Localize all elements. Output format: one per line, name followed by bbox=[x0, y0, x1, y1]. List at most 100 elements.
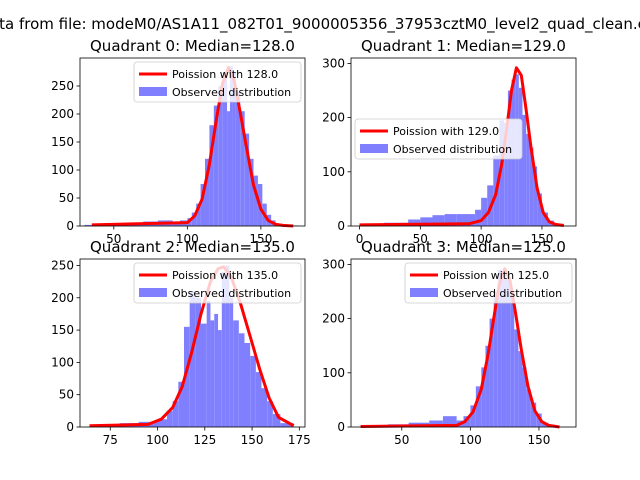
legend-label-observed: Observed distribution bbox=[172, 287, 291, 300]
histogram-bar bbox=[506, 277, 511, 427]
histogram-bar bbox=[240, 111, 245, 226]
poisson-line bbox=[359, 66, 564, 227]
histogram-bar bbox=[221, 271, 226, 427]
legend-bar-swatch bbox=[410, 288, 438, 297]
histogram-bar bbox=[522, 367, 527, 427]
histogram-bar bbox=[501, 272, 507, 427]
x-tick-label: 150 bbox=[241, 433, 264, 447]
histogram-bar bbox=[420, 217, 433, 226]
y-tick-label: 50 bbox=[59, 388, 74, 402]
y-tick-label: 200 bbox=[51, 291, 74, 305]
legend-bar-swatch bbox=[360, 144, 388, 153]
histogram-bar bbox=[195, 297, 202, 427]
histogram-bar bbox=[166, 410, 173, 427]
legend-label-poisson: Poission with 128.0 bbox=[172, 68, 278, 81]
subplot-title: Quadrant 2: Median=135.0 bbox=[90, 238, 295, 256]
histogram-bar bbox=[229, 297, 234, 427]
histogram-bar bbox=[244, 133, 250, 226]
figure-suptitle: Data from file: modeM0/AS1A11_082T01_900… bbox=[0, 15, 640, 34]
histogram-bar bbox=[238, 333, 245, 427]
legend-frame bbox=[404, 262, 573, 304]
histogram-bar bbox=[533, 166, 538, 226]
histogram-bar bbox=[244, 343, 251, 427]
x-tick-label: 100 bbox=[459, 433, 482, 447]
y-tick-label: 100 bbox=[51, 163, 74, 177]
subplot-1: 0 50 100 150 0 100 200 300 Quadrant 1: Median=12… bbox=[322, 37, 577, 246]
histogram-bar bbox=[172, 401, 179, 427]
histogram-bar bbox=[526, 133, 530, 226]
histogram-bar bbox=[444, 214, 457, 226]
legend-frame bbox=[133, 61, 302, 103]
histogram-bar bbox=[514, 329, 519, 427]
histogram-bar bbox=[261, 388, 268, 427]
y-tick-label: 100 bbox=[51, 355, 74, 369]
histogram-bar bbox=[493, 291, 498, 427]
histogram-bar bbox=[201, 323, 207, 427]
y-tick-label: 0 bbox=[66, 219, 74, 233]
legend: Poission with 128.0 Observed distribution bbox=[133, 61, 302, 103]
x-tick-label: 50 bbox=[394, 433, 409, 447]
x-tick-label: 0 bbox=[356, 232, 364, 246]
y-tick-label: 0 bbox=[66, 420, 74, 434]
histogram-bar bbox=[489, 318, 494, 427]
legend-label-observed: Observed distribution bbox=[393, 143, 512, 156]
histogram-bar bbox=[470, 405, 476, 427]
legend: Poission with 125.0 Observed distribution bbox=[404, 262, 573, 304]
histogram-bar bbox=[189, 291, 196, 427]
histogram-bar bbox=[222, 74, 228, 226]
x-tick-label: 75 bbox=[103, 433, 118, 447]
histogram-bar bbox=[205, 158, 210, 226]
histogram-bar bbox=[206, 301, 211, 427]
histogram-bar bbox=[218, 330, 222, 427]
histogram-bar bbox=[526, 389, 531, 427]
histogram-bar bbox=[408, 219, 421, 226]
y-tick-label: 200 bbox=[51, 107, 74, 121]
histogram-bar bbox=[280, 423, 294, 427]
x-tick-label: 100 bbox=[146, 433, 169, 447]
histogram-bar bbox=[475, 209, 482, 226]
histogram-bar bbox=[218, 86, 223, 226]
histogram-bar bbox=[200, 184, 205, 226]
axes-frame bbox=[350, 258, 577, 428]
x-tick-label: 100 bbox=[470, 232, 493, 246]
subplot-0: 50 100 150 0 50 100 150 200 250 Quadrant 0: Media… bbox=[51, 37, 306, 246]
subplot-title: Quadrant 3: Median=125.0 bbox=[361, 238, 566, 256]
histogram-bar bbox=[485, 345, 490, 427]
x-tick-label: 100 bbox=[176, 232, 199, 246]
x-tick-label: 150 bbox=[249, 232, 272, 246]
histogram-bar bbox=[522, 114, 527, 226]
histogram-bar bbox=[213, 105, 219, 226]
legend-label-poisson: Poission with 129.0 bbox=[393, 125, 499, 138]
histogram-bar bbox=[255, 372, 262, 427]
subplot-2: 75 100 125 150 175 0 50 100 150 200 250 Quadrant 2:… bbox=[51, 238, 311, 447]
legend-bar-swatch bbox=[139, 288, 167, 297]
subplot-3: 50 100 150 0 100 200 300 Quadrant 3: Median=125… bbox=[322, 238, 577, 447]
legend-label-observed: Observed distribution bbox=[172, 86, 291, 99]
histogram-bar bbox=[463, 416, 471, 427]
x-tick-label: 150 bbox=[528, 433, 551, 447]
y-tick-label: 200 bbox=[322, 312, 345, 326]
histogram-bar bbox=[210, 320, 215, 427]
histogram-bar bbox=[183, 326, 190, 427]
y-tick-label: 150 bbox=[51, 135, 74, 149]
histogram-bar bbox=[537, 193, 542, 226]
histogram-bar bbox=[536, 413, 542, 427]
x-tick-label: 150 bbox=[530, 232, 553, 246]
axes-frame bbox=[350, 57, 577, 227]
y-tick-label: 250 bbox=[51, 79, 74, 93]
subplot-title: Quadrant 0: Median=128.0 bbox=[90, 37, 295, 55]
x-tick-label: 125 bbox=[193, 433, 216, 447]
histogram-bar bbox=[209, 125, 214, 226]
histogram-bar bbox=[157, 419, 167, 427]
subplot-title: Quadrant 1: Median=129.0 bbox=[361, 37, 566, 55]
y-tick-label: 300 bbox=[322, 56, 345, 70]
histogram-bar bbox=[267, 401, 273, 427]
legend: Poission with 135.0 Observed distribution bbox=[133, 262, 302, 304]
histogram-bar bbox=[541, 212, 549, 226]
histogram-bar bbox=[191, 212, 197, 226]
y-tick-label: 300 bbox=[322, 257, 345, 271]
histogram-bar bbox=[518, 351, 523, 427]
y-tick-label: 100 bbox=[322, 165, 345, 179]
legend-label-poisson: Poission with 135.0 bbox=[172, 269, 278, 282]
legend-label-observed: Observed distribution bbox=[443, 287, 562, 300]
